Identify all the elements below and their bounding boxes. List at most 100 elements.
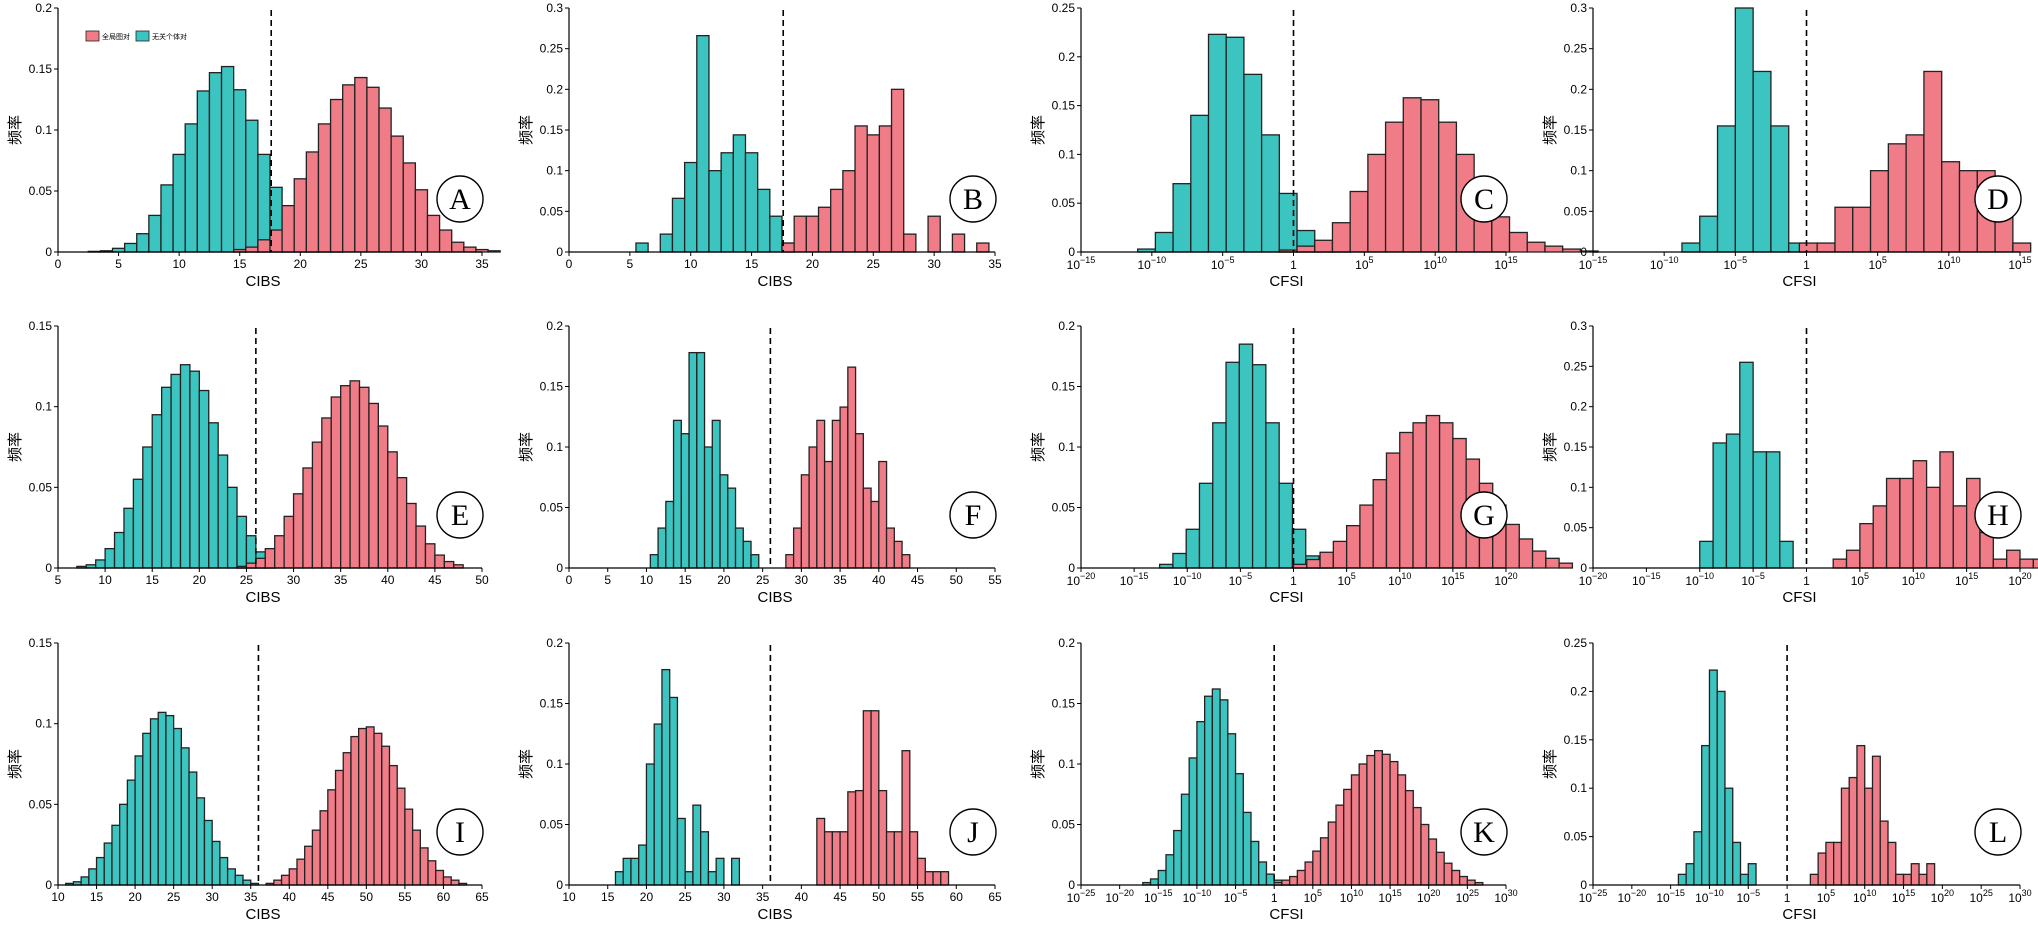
y-tick-label: 0.05 [1564,830,1588,844]
related-bar [419,847,429,886]
y-tick-label: 0.05 [1052,501,1076,515]
related-bar [1885,477,1901,569]
x-tick-label: 15 [601,890,615,904]
related-bar [862,710,872,886]
histogram-panel-d: 10−15 10−10 10−5 1 105 1010 1015 0 0.05 0.1 0.15 0.… [1542,1,2032,290]
panel-letter: I [455,816,465,849]
y-tick-label: 0.25 [540,42,564,56]
unrelated-bar [1225,361,1240,569]
related-bar [292,493,304,569]
x-tick-label: 1 [1803,258,1810,272]
x-axis-label: CFSI [1782,906,1816,923]
related-bar [264,547,276,569]
related-bar [1869,170,1889,253]
related-bar [1312,850,1322,886]
unrelated-bar [1196,721,1206,886]
y-tick-label: 0.15 [540,123,564,137]
x-tick-label: 55 [988,573,1002,587]
related-bar [1925,486,1941,569]
y-axis-label: 频率 [7,749,24,779]
unrelated-bar [165,714,175,886]
y-tick-label: 0.1 [1058,147,1075,161]
x-tick-label: 10 [562,890,576,904]
related-bar [1852,206,1872,253]
related-bar [1397,774,1407,886]
y-tick-label: 0 [1580,878,1587,892]
unrelated-bar [196,797,206,886]
related-bar [1402,97,1422,253]
related-bar [1871,755,1881,886]
unrelated-bar [1770,125,1790,253]
y-axis-label: 频率 [1030,749,1047,779]
x-tick-label: 15 [233,257,247,271]
unrelated-bar [1278,192,1298,253]
x-tick-label: 10−5 [1741,571,1765,588]
x-tick-label: 105 [1337,571,1355,588]
y-tick-label: 0.2 [1058,636,1075,650]
unrelated-bar [142,732,152,886]
related-bar [340,385,351,569]
related-bar [342,752,352,886]
y-tick-label: 0.1 [35,400,52,414]
related-bar [415,525,427,569]
unrelated-bar [170,373,182,569]
y-tick-label: 0.05 [540,204,564,218]
related-bar [443,560,455,569]
related-bar [349,380,361,569]
related-bar [377,425,389,569]
panel-letter: A [449,183,471,216]
x-tick-label: 105 [1817,888,1835,905]
x-tick-label: 40 [283,890,297,904]
y-axis-label: 频率 [1030,432,1047,462]
unrelated-bar [1258,861,1268,886]
unrelated-bar [149,718,159,886]
x-tick-label: 10−15 [1656,888,1685,905]
panel-letter: E [451,499,469,532]
panel-letter: L [1989,816,2007,849]
x-tick-label: 1 [1271,891,1278,905]
y-tick-label: 0.2 [1570,684,1587,698]
related-bar [1992,558,2008,569]
x-tick-label: 35 [988,257,1002,271]
unrelated-bar [1203,695,1214,886]
unrelated-bar [711,419,721,569]
histogram-panel-h: 10−20 10−15 10−10 10−5 1 105 1010 1015 1020 0 0.05… [1542,319,2038,606]
unrelated-bar [1278,482,1294,569]
x-tick-label: 0 [566,573,573,587]
y-tick-label: 0.25 [1564,636,1588,650]
x-tick-label: 45 [321,890,335,904]
x-tick-label: 1010 [1853,888,1876,905]
related-bar [368,402,379,569]
unrelated-bar [1212,422,1227,569]
unrelated-bar [680,433,690,569]
unrelated-bar [111,824,121,886]
related-bar [1912,460,1928,569]
y-tick-label: 0.05 [29,184,53,198]
related-bar [390,135,404,253]
y-tick-label: 0.1 [546,757,563,771]
related-bar [1887,143,1907,253]
related-bar [329,98,344,253]
x-tick-label: 55 [911,890,925,904]
y-tick-label: 0.1 [35,717,52,731]
x-tick-label: 15 [745,257,759,271]
x-tick-label: 10−5 [1224,888,1248,905]
x-tick-label: 20 [640,890,654,904]
unrelated-bar [1172,183,1192,253]
x-tick-label: 10−5 [1211,255,1235,272]
x-tick-label: 20 [294,257,308,271]
histogram-panel-l: 10−25 10−20 10−15 10−10 10−5 1 105 1010 1015 1020… [1542,636,2032,923]
x-tick-label: 35 [756,890,770,904]
related-bar [854,125,868,253]
related-bar [823,460,833,569]
unrelated-bar [1265,873,1275,886]
related-bar [1895,873,1905,886]
unrelated-bar [1732,841,1742,886]
x-tick-label: 0 [566,257,573,271]
x-tick-label: 1010 [1423,255,1446,272]
x-tick-label: 10−25 [1579,888,1608,905]
unrelated-bar [665,500,675,569]
related-bar [1332,540,1348,569]
related-bar [1319,837,1329,886]
unrelated-bar [1685,863,1695,886]
